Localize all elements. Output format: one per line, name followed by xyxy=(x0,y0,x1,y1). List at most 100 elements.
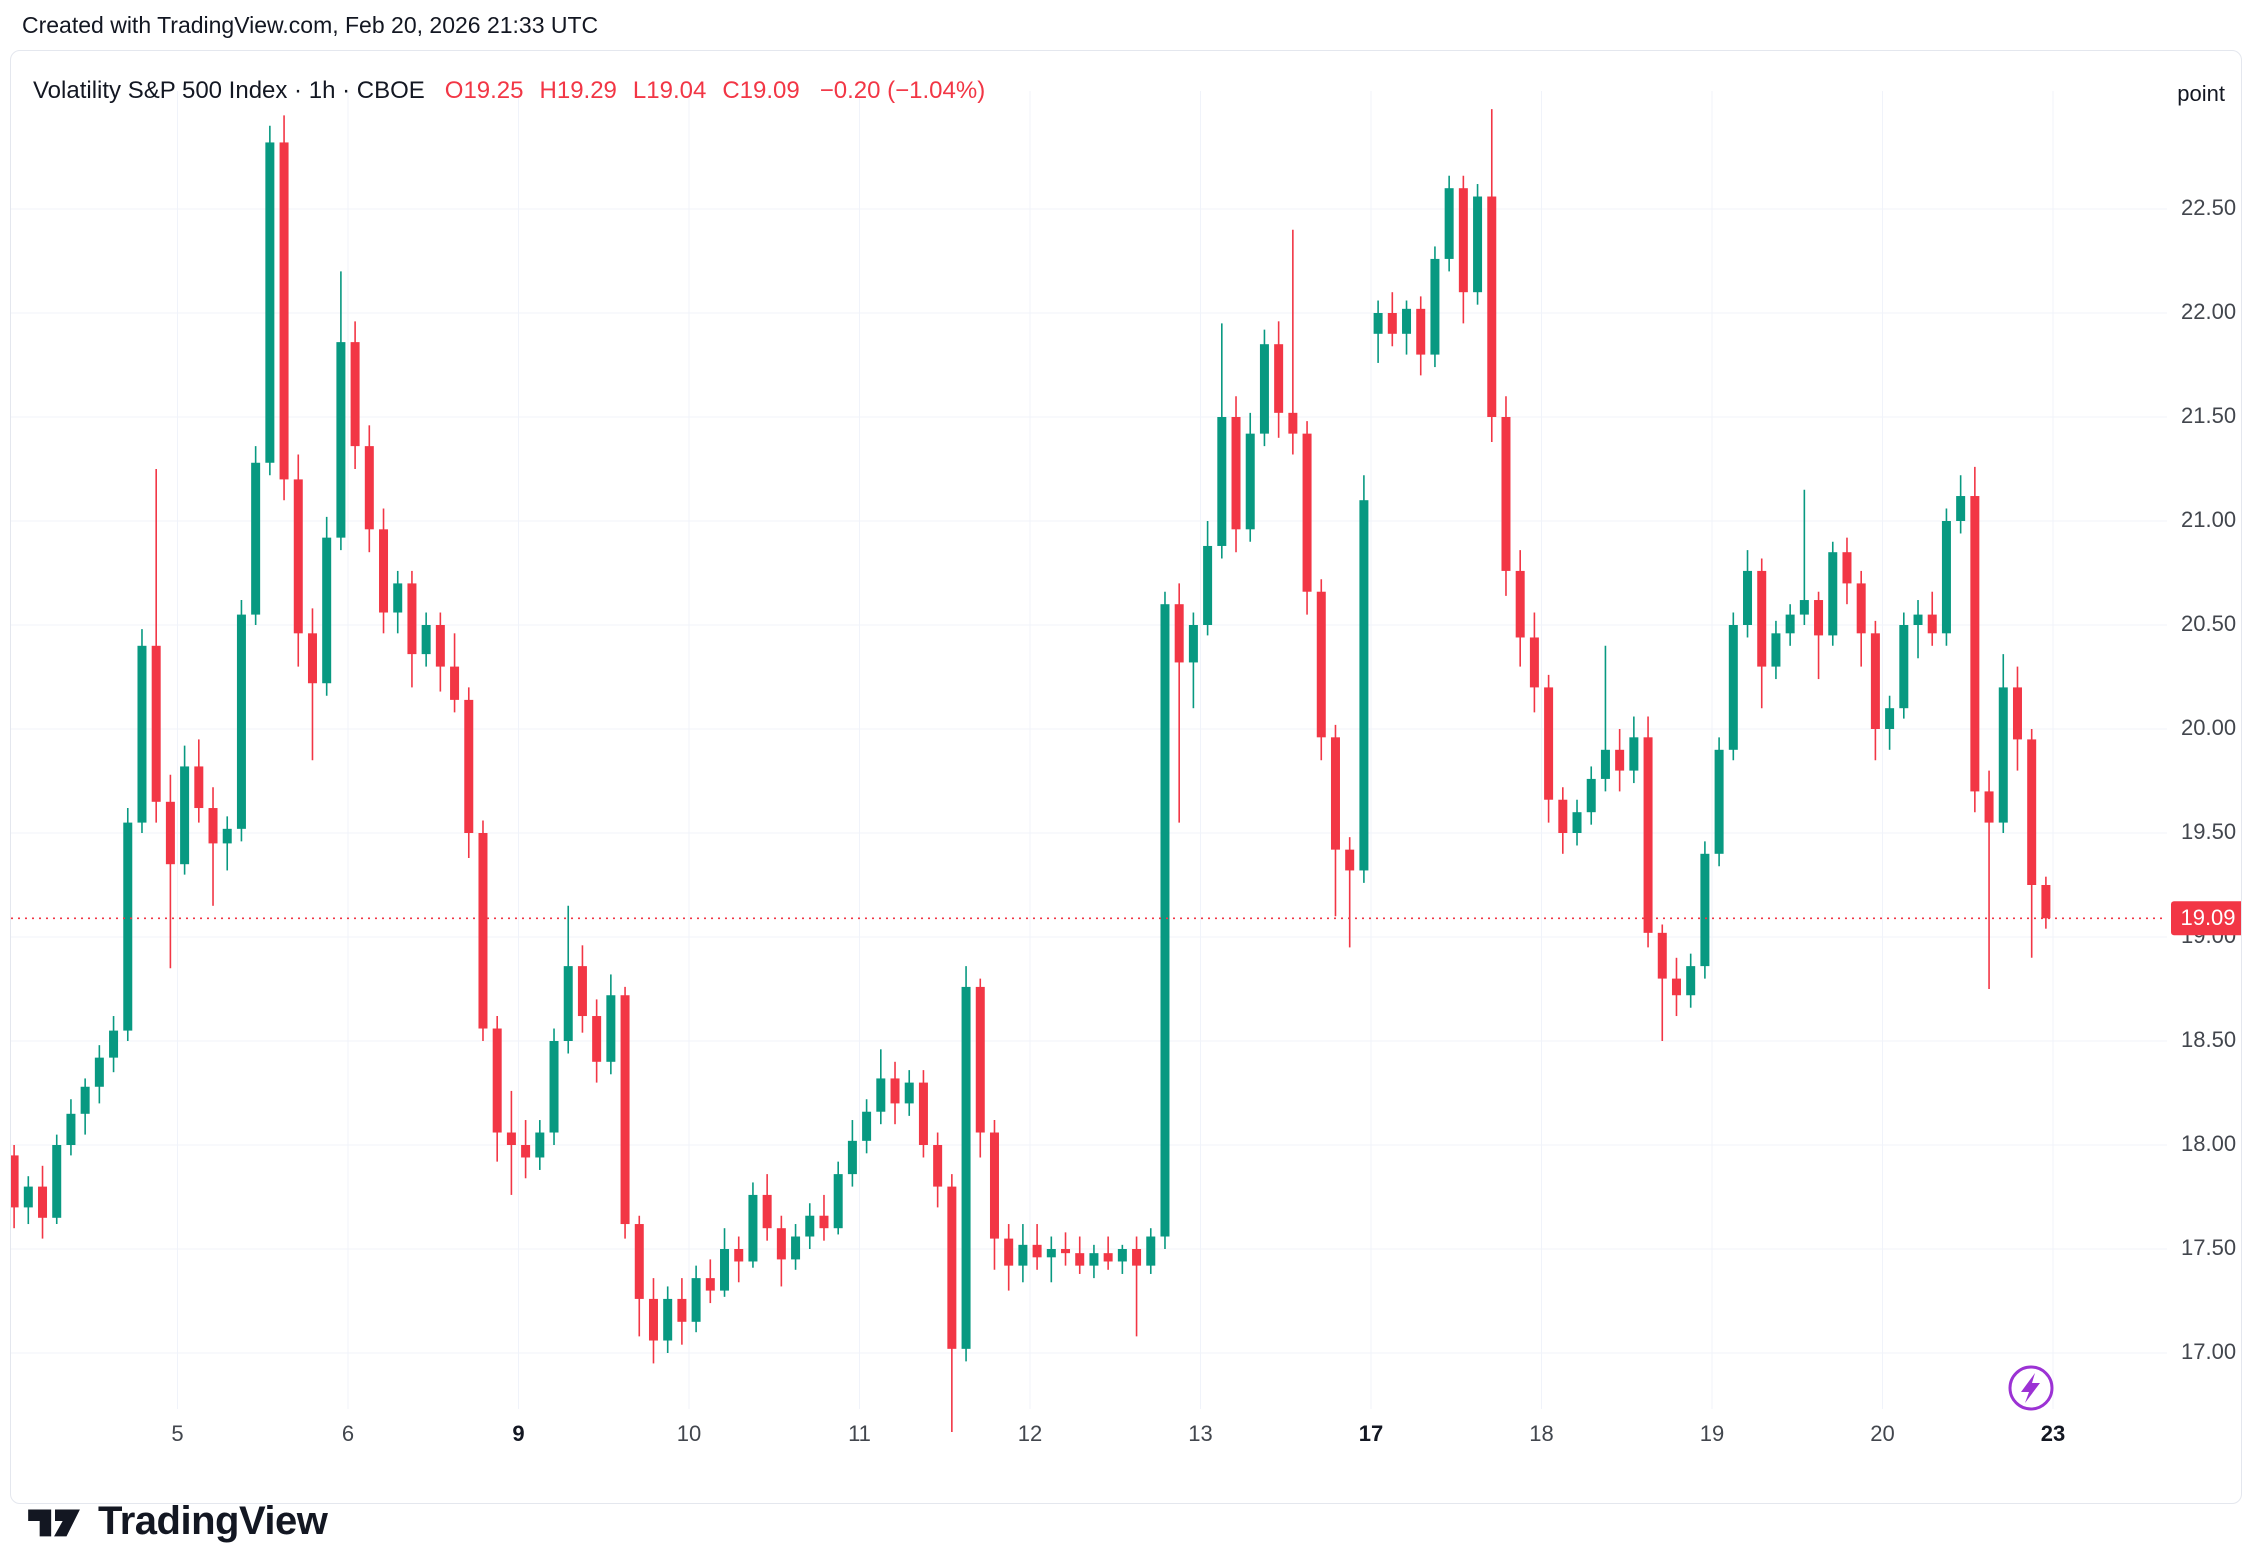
candle-body[interactable] xyxy=(123,822,133,1031)
symbol-title[interactable]: Volatility S&P 500 Index · 1h · CBOE xyxy=(33,77,425,104)
candle-body[interactable] xyxy=(1941,521,1951,634)
candle-body[interactable] xyxy=(805,1215,815,1237)
candle-body[interactable] xyxy=(947,1186,957,1349)
candle-body[interactable] xyxy=(251,462,261,615)
candle-body[interactable] xyxy=(1430,258,1440,355)
candle-body[interactable] xyxy=(634,1224,644,1299)
candle-body[interactable] xyxy=(521,1145,531,1158)
candle-body[interactable] xyxy=(705,1278,715,1291)
candle-body[interactable] xyxy=(1018,1244,1028,1266)
candle-body[interactable] xyxy=(11,1155,19,1208)
candle-body[interactable] xyxy=(1359,500,1369,871)
candle-body[interactable] xyxy=(1075,1253,1085,1266)
candle-body[interactable] xyxy=(1927,614,1937,634)
price-axis-label[interactable]: 20.00 xyxy=(2181,715,2236,740)
candle-body[interactable] xyxy=(180,766,190,865)
candle-body[interactable] xyxy=(1473,196,1483,293)
candle-body[interactable] xyxy=(1004,1238,1014,1266)
unit-label[interactable]: point xyxy=(2177,81,2225,106)
candle-body[interactable] xyxy=(1870,633,1880,729)
candle-body[interactable] xyxy=(1330,737,1340,850)
candle-body[interactable] xyxy=(592,1016,602,1062)
price-axis-label[interactable]: 20.50 xyxy=(2181,611,2236,636)
candle-body[interactable] xyxy=(691,1278,701,1322)
candle-body[interactable] xyxy=(492,1028,502,1133)
candle-body[interactable] xyxy=(322,537,332,684)
candle-body[interactable] xyxy=(677,1298,687,1322)
candle-body[interactable] xyxy=(66,1113,76,1145)
candle-body[interactable] xyxy=(1373,313,1383,334)
candle-body[interactable] xyxy=(1444,188,1454,259)
candle-body[interactable] xyxy=(1856,583,1866,634)
time-axis-label[interactable]: 17 xyxy=(1359,1421,1383,1446)
candle-body[interactable] xyxy=(933,1145,943,1187)
candle-body[interactable] xyxy=(506,1132,516,1145)
candle-body[interactable] xyxy=(435,625,445,667)
candle-body[interactable] xyxy=(663,1298,673,1341)
candle-body[interactable] xyxy=(819,1215,829,1229)
candle-body[interactable] xyxy=(94,1057,104,1087)
candle-body[interactable] xyxy=(549,1041,559,1133)
candle-body[interactable] xyxy=(151,645,161,802)
candle-body[interactable] xyxy=(904,1082,914,1104)
candle-body[interactable] xyxy=(1387,313,1397,334)
candle-body[interactable] xyxy=(236,614,246,829)
candle-body[interactable] xyxy=(862,1111,872,1141)
candle-body[interactable] xyxy=(1231,417,1241,530)
time-axis-label[interactable]: 5 xyxy=(171,1421,183,1446)
candle-body[interactable] xyxy=(1686,966,1696,996)
candle-body[interactable] xyxy=(1529,637,1539,688)
candle-body[interactable] xyxy=(1643,737,1653,933)
candle-body[interactable] xyxy=(38,1186,48,1218)
candle-body[interactable] xyxy=(1132,1249,1142,1266)
candle-body[interactable] xyxy=(1984,791,1994,823)
price-axis-label[interactable]: 19.50 xyxy=(2181,819,2236,844)
candle-body[interactable] xyxy=(336,342,346,538)
candle-body[interactable] xyxy=(1103,1253,1113,1262)
candle-body[interactable] xyxy=(989,1132,999,1239)
candle-body[interactable] xyxy=(648,1298,658,1341)
candle-body[interactable] xyxy=(833,1174,843,1229)
time-axis-label[interactable]: 6 xyxy=(342,1421,354,1446)
candle-body[interactable] xyxy=(1629,737,1639,771)
candle-body[interactable] xyxy=(350,342,360,447)
time-axis-label[interactable]: 9 xyxy=(512,1421,524,1446)
candle-body[interactable] xyxy=(1245,433,1255,530)
candle-body[interactable] xyxy=(1174,604,1184,663)
candle-body[interactable] xyxy=(1544,687,1554,800)
candle-body[interactable] xyxy=(563,966,573,1041)
candle-body[interactable] xyxy=(1402,308,1412,334)
candle-body[interactable] xyxy=(1657,932,1667,979)
candle-body[interactable] xyxy=(620,995,630,1225)
candle-body[interactable] xyxy=(720,1249,730,1291)
candle-body[interactable] xyxy=(364,446,374,530)
candle-body[interactable] xyxy=(1998,687,2008,823)
candle-body[interactable] xyxy=(1728,625,1738,750)
candle-body[interactable] xyxy=(1160,604,1170,1237)
candle-body[interactable] xyxy=(847,1140,857,1175)
candle-body[interactable] xyxy=(918,1082,928,1145)
candle-body[interactable] xyxy=(1785,614,1795,634)
candle-body[interactable] xyxy=(776,1228,786,1260)
candle-body[interactable] xyxy=(109,1030,119,1058)
candle-body[interactable] xyxy=(577,966,587,1017)
candle-body[interactable] xyxy=(464,699,474,833)
candle-body[interactable] xyxy=(1046,1249,1056,1258)
price-axis-label[interactable]: 22.50 xyxy=(2181,195,2236,220)
price-axis-label[interactable]: 21.00 xyxy=(2181,507,2236,532)
candle-body[interactable] xyxy=(1671,978,1681,996)
candle-body[interactable] xyxy=(2027,739,2037,885)
candle-body[interactable] xyxy=(1757,570,1767,667)
candle-body[interactable] xyxy=(165,801,175,865)
candlestick-chart[interactable]: 22.5022.0021.5021.0020.5020.0019.5019.00… xyxy=(11,51,2241,1501)
candle-body[interactable] xyxy=(1515,570,1525,638)
candle-body[interactable] xyxy=(2041,885,2051,919)
candle-body[interactable] xyxy=(1956,496,1966,521)
time-axis-label[interactable]: 13 xyxy=(1188,1421,1212,1446)
candle-body[interactable] xyxy=(1572,812,1582,833)
candle-body[interactable] xyxy=(1188,625,1198,663)
candle-body[interactable] xyxy=(1771,633,1781,667)
candle-body[interactable] xyxy=(1089,1253,1099,1266)
candle-body[interactable] xyxy=(1274,344,1284,413)
candle-body[interactable] xyxy=(1458,188,1468,293)
